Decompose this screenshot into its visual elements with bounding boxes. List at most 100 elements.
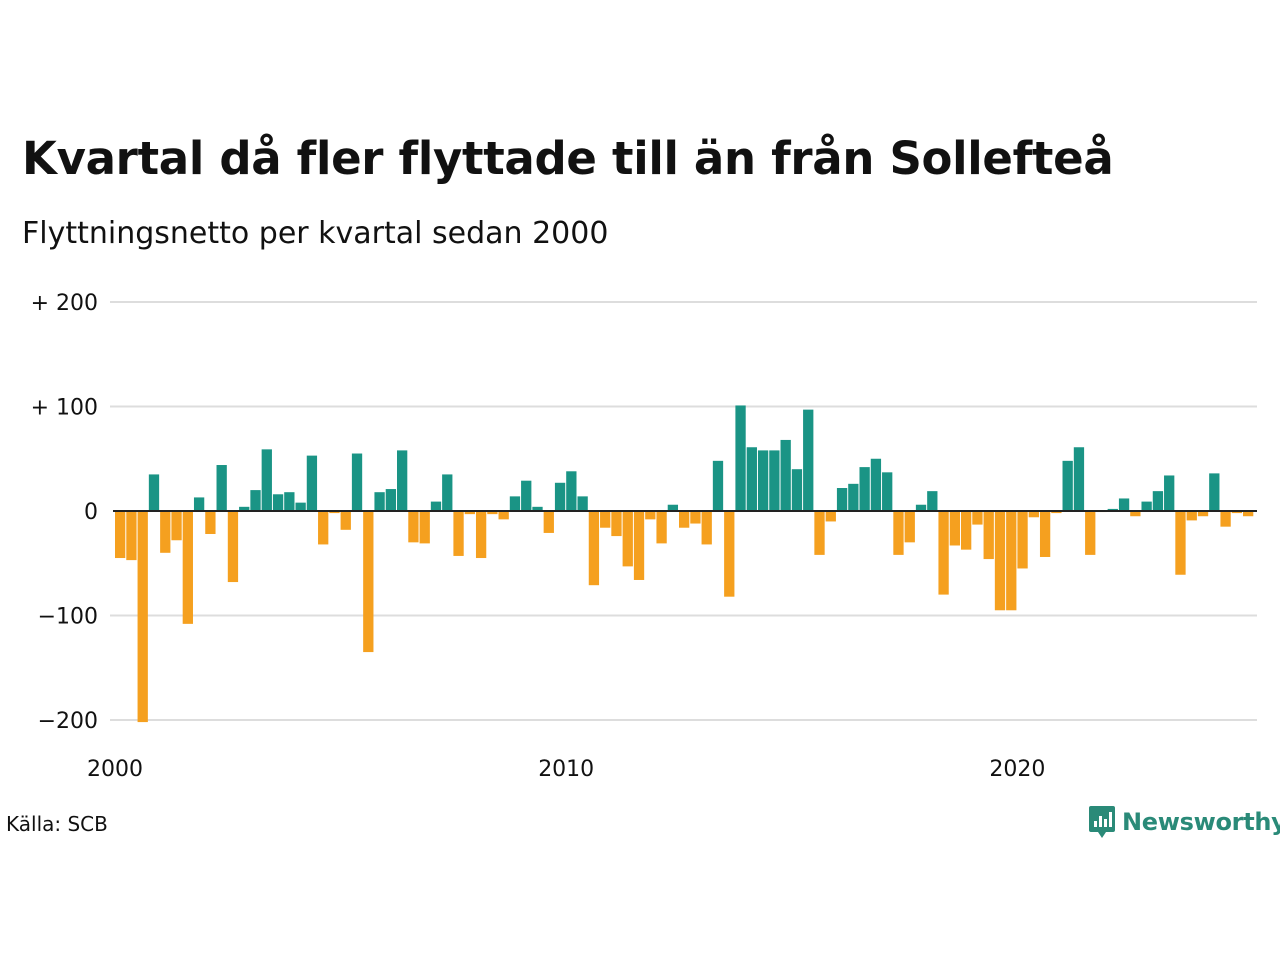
bar <box>780 439 791 511</box>
bar <box>272 494 284 511</box>
x-tick-label: 2000 <box>87 757 143 782</box>
bar <box>351 453 363 511</box>
bar <box>656 511 667 544</box>
bar-chart: + 200 + 100 0 −100 −200 2000 2010 2020 <box>31 291 1257 782</box>
bars <box>115 405 1254 723</box>
bar <box>712 460 724 511</box>
bar <box>475 511 487 559</box>
bar <box>498 511 509 520</box>
bar <box>1085 511 1096 555</box>
bar <box>1141 501 1152 511</box>
y-tick-label: −100 <box>38 605 98 630</box>
bar <box>724 511 735 597</box>
bar <box>836 488 848 511</box>
source-note: Källa: SCB <box>6 812 108 836</box>
bar <box>1243 511 1254 517</box>
y-tick-label: 0 <box>84 500 98 525</box>
bar <box>1062 460 1073 511</box>
bar <box>363 511 374 653</box>
bar <box>1231 511 1243 514</box>
bar <box>994 511 1006 611</box>
bar <box>1197 511 1209 517</box>
bar <box>295 502 306 511</box>
bar <box>1051 511 1062 514</box>
brand-name: Newsworthy <box>1122 808 1280 836</box>
bar <box>746 447 757 511</box>
bar <box>1107 508 1118 511</box>
bar <box>1006 511 1017 611</box>
bar <box>397 450 408 511</box>
bar <box>374 492 385 511</box>
bar <box>1152 491 1164 511</box>
bar <box>430 501 442 511</box>
bar <box>148 474 160 511</box>
bar <box>543 511 554 533</box>
grid-lines <box>110 301 1257 721</box>
bar <box>600 511 611 528</box>
bar <box>193 497 205 511</box>
bar <box>329 511 340 514</box>
bar <box>633 511 645 580</box>
bar <box>115 511 126 559</box>
bar <box>205 511 216 534</box>
bar <box>825 511 836 522</box>
bar <box>735 405 746 511</box>
bar <box>318 511 329 545</box>
chart-title: Kvartal då fler flyttade till än från So… <box>22 132 1114 185</box>
bar <box>1220 511 1231 527</box>
bar <box>938 511 949 595</box>
bar <box>1039 511 1051 557</box>
bar <box>949 511 961 546</box>
bar <box>769 450 780 511</box>
bar <box>509 496 521 511</box>
bar <box>532 506 543 511</box>
bar <box>848 483 859 511</box>
bar <box>870 458 882 511</box>
bar <box>521 480 532 511</box>
bar <box>757 450 769 511</box>
bar <box>588 511 600 586</box>
bar <box>340 511 351 530</box>
bar <box>126 511 137 561</box>
bar <box>487 511 498 515</box>
newsworthy-icon <box>1089 806 1115 838</box>
bar <box>893 511 904 555</box>
bar <box>464 511 475 515</box>
bar <box>1130 511 1141 517</box>
bar <box>442 474 453 511</box>
bar <box>690 511 701 524</box>
bar <box>645 511 656 520</box>
y-tick-label: + 100 <box>31 396 98 421</box>
bar <box>1028 511 1039 518</box>
bar <box>1175 511 1186 575</box>
bar <box>566 471 577 511</box>
bar <box>904 511 915 543</box>
bar <box>577 496 588 511</box>
bar <box>611 511 622 537</box>
bar <box>554 482 566 511</box>
bar <box>814 511 825 555</box>
y-axis-tick-labels: + 200 + 100 0 −100 −200 <box>31 291 98 734</box>
brand-logo[interactable]: Newsworthy <box>1088 804 1280 840</box>
y-tick-label: + 200 <box>31 291 98 316</box>
bar <box>859 467 870 511</box>
bar <box>803 409 814 511</box>
bar <box>261 449 272 511</box>
bar <box>216 465 227 511</box>
bar <box>961 511 972 550</box>
bar <box>972 511 983 525</box>
bar <box>1073 447 1085 511</box>
bar <box>791 469 803 511</box>
bar <box>1186 511 1197 521</box>
bar <box>284 492 295 511</box>
bar <box>171 511 182 541</box>
chart-subtitle: Flyttningsnetto per kvartal sedan 2000 <box>22 216 609 251</box>
bar <box>227 511 239 583</box>
bar <box>160 511 171 553</box>
bar <box>385 489 397 511</box>
x-axis-tick-labels: 2000 2010 2020 <box>87 757 1045 782</box>
y-tick-label: −200 <box>38 709 98 734</box>
bar <box>1118 498 1130 511</box>
bar <box>1164 475 1175 511</box>
bar <box>1017 511 1028 569</box>
